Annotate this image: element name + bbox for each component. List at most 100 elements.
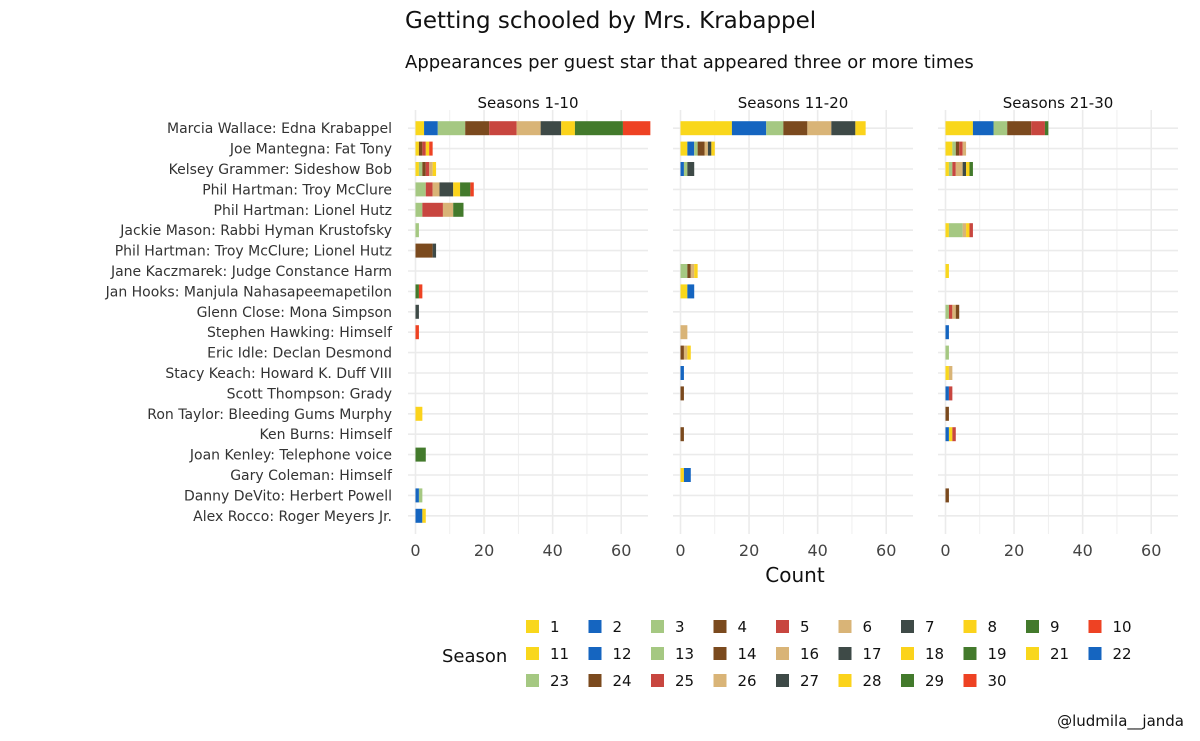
bar-segment-season-2 — [415, 508, 423, 523]
bar-segment-season-13 — [766, 121, 784, 136]
bar-segment-season-21 — [945, 264, 949, 278]
y-tick-label: Joe Mantegna: Fat Tony — [229, 142, 392, 158]
bar-segment-season-14 — [680, 345, 684, 360]
legend-label: 21 — [1050, 645, 1069, 663]
bar-segment-season-25 — [952, 427, 956, 442]
bar-segment-season-21 — [945, 366, 949, 380]
bar-segment-season-5 — [489, 121, 517, 136]
legend-swatch-season-11 — [526, 647, 539, 660]
bar-segment-season-8 — [425, 141, 430, 156]
legend-swatch-season-9 — [1026, 620, 1039, 633]
legend-label: 3 — [675, 618, 685, 636]
chart-subtitle: Appearances per guest star that appeared… — [405, 52, 974, 73]
bar-segment-season-3 — [418, 488, 423, 503]
legend-label: 2 — [613, 618, 623, 636]
y-tick-label: Jane Kaczmarek: Judge Constance Harm — [110, 264, 392, 280]
bar-segment-season-27 — [962, 162, 967, 176]
legend-label: 30 — [988, 672, 1007, 690]
bar-segment-season-8 — [432, 162, 437, 176]
bar-segment-season-17 — [707, 141, 712, 156]
y-tick-label: Danny DeVito: Herbert Powell — [184, 488, 392, 504]
bar-segment-season-16 — [683, 345, 688, 360]
panel-title: Seasons 11-20 — [738, 94, 849, 112]
bar-segment-season-26 — [952, 304, 956, 319]
legend-swatch-season-22 — [1088, 647, 1102, 660]
bar-segment-season-21 — [945, 121, 973, 136]
bar-segment-season-26 — [962, 141, 967, 156]
bar-segment-season-6 — [432, 182, 440, 197]
y-tick-label: Ron Taylor: Bleeding Gums Murphy — [147, 407, 392, 423]
legend-label: 24 — [613, 672, 632, 690]
legend-label: 23 — [550, 672, 569, 690]
legend-label: 13 — [675, 645, 694, 663]
y-tick-label: Gary Coleman: Himself — [230, 468, 393, 484]
y-tick-label: Marcia Wallace: Edna Krabappel — [167, 121, 392, 137]
bar-segment-season-24 — [955, 141, 960, 156]
bar-segment-season-14 — [697, 141, 705, 156]
y-tick-label: Jackie Mason: Rabbi Hyman Krustofsky — [119, 223, 392, 239]
bar-segment-season-5 — [422, 141, 426, 156]
bar-segment-season-10 — [470, 182, 474, 197]
legend-swatch-season-13 — [651, 647, 664, 660]
bar-segment-season-4 — [415, 243, 433, 258]
x-tick-label: 60 — [611, 541, 631, 560]
bar-segment-season-8 — [415, 406, 423, 421]
bar-segment-season-13 — [680, 264, 688, 278]
bar-segment-season-5 — [425, 162, 430, 176]
bar-segment-season-25 — [952, 162, 956, 176]
bar-segment-season-14 — [783, 121, 808, 136]
bar-segment-season-4 — [422, 162, 426, 176]
bar-segment-season-24 — [1007, 121, 1032, 136]
bar-segment-season-17 — [831, 121, 856, 136]
legend-swatch-season-28 — [838, 674, 852, 687]
y-tick-label: Stephen Hawking: Himself — [207, 325, 393, 341]
legend-label: 14 — [738, 645, 757, 663]
bar-segment-season-4 — [418, 141, 423, 156]
bar-segment-season-10 — [429, 141, 433, 156]
y-tick-label: Phil Hartman: Troy McClure — [202, 182, 392, 198]
bar-segment-season-18 — [855, 121, 866, 136]
y-tick-label: Scott Thompson: Grady — [227, 386, 392, 402]
bar-segment-season-13 — [694, 141, 698, 156]
x-tick-label: 0 — [940, 541, 950, 560]
y-tick-label: Glenn Close: Mona Simpson — [197, 305, 392, 321]
bar-segment-season-3 — [415, 223, 419, 238]
legend-swatch-season-21 — [1026, 647, 1039, 660]
bar-segment-season-6 — [429, 162, 433, 176]
bar-segment-season-28 — [966, 162, 970, 176]
x-tick-label: 60 — [876, 541, 896, 560]
bar-segment-season-8 — [453, 182, 461, 197]
y-tick-label: Ken Burns: Himself — [259, 427, 393, 443]
legend-swatch-season-7 — [901, 620, 914, 633]
bar-segment-season-26 — [948, 366, 953, 380]
legend-label: 19 — [988, 645, 1007, 663]
legend-label: 16 — [800, 645, 819, 663]
bar-segment-season-22 — [945, 386, 949, 401]
bar-segment-season-14 — [687, 264, 691, 278]
legend-swatch-season-3 — [651, 620, 664, 633]
bar-segment-season-12 — [680, 162, 684, 176]
legend-label: 27 — [800, 672, 819, 690]
bar-segment-season-23 — [948, 162, 953, 176]
bar-segment-season-25 — [948, 386, 953, 401]
bar-segment-season-14 — [680, 427, 684, 442]
bar-segment-season-5 — [422, 202, 443, 217]
bar-segment-season-21 — [945, 162, 949, 176]
bar-segment-season-23 — [945, 304, 949, 319]
y-tick-label: Eric Idle: Declan Desmond — [207, 346, 392, 362]
x-tick-label: 40 — [807, 541, 827, 560]
bar-segment-season-14 — [680, 386, 684, 401]
y-tick-label: Phil Hartman: Troy McClure; Lionel Hutz — [115, 244, 392, 260]
x-axis-label: Count — [765, 563, 825, 587]
bar-segment-season-2 — [415, 488, 419, 503]
legend-label: 18 — [925, 645, 944, 663]
legend-title: Season — [442, 646, 507, 667]
bar-segment-season-24 — [955, 304, 960, 319]
bar-segment-season-23 — [952, 141, 956, 156]
bar-segment-season-12 — [683, 468, 691, 482]
bar-segment-season-16 — [680, 325, 688, 340]
bar-segment-season-7 — [432, 243, 437, 258]
bar-segment-season-16 — [704, 141, 708, 156]
bar-segment-season-5 — [425, 182, 433, 197]
bar-segment-season-9 — [415, 447, 426, 462]
